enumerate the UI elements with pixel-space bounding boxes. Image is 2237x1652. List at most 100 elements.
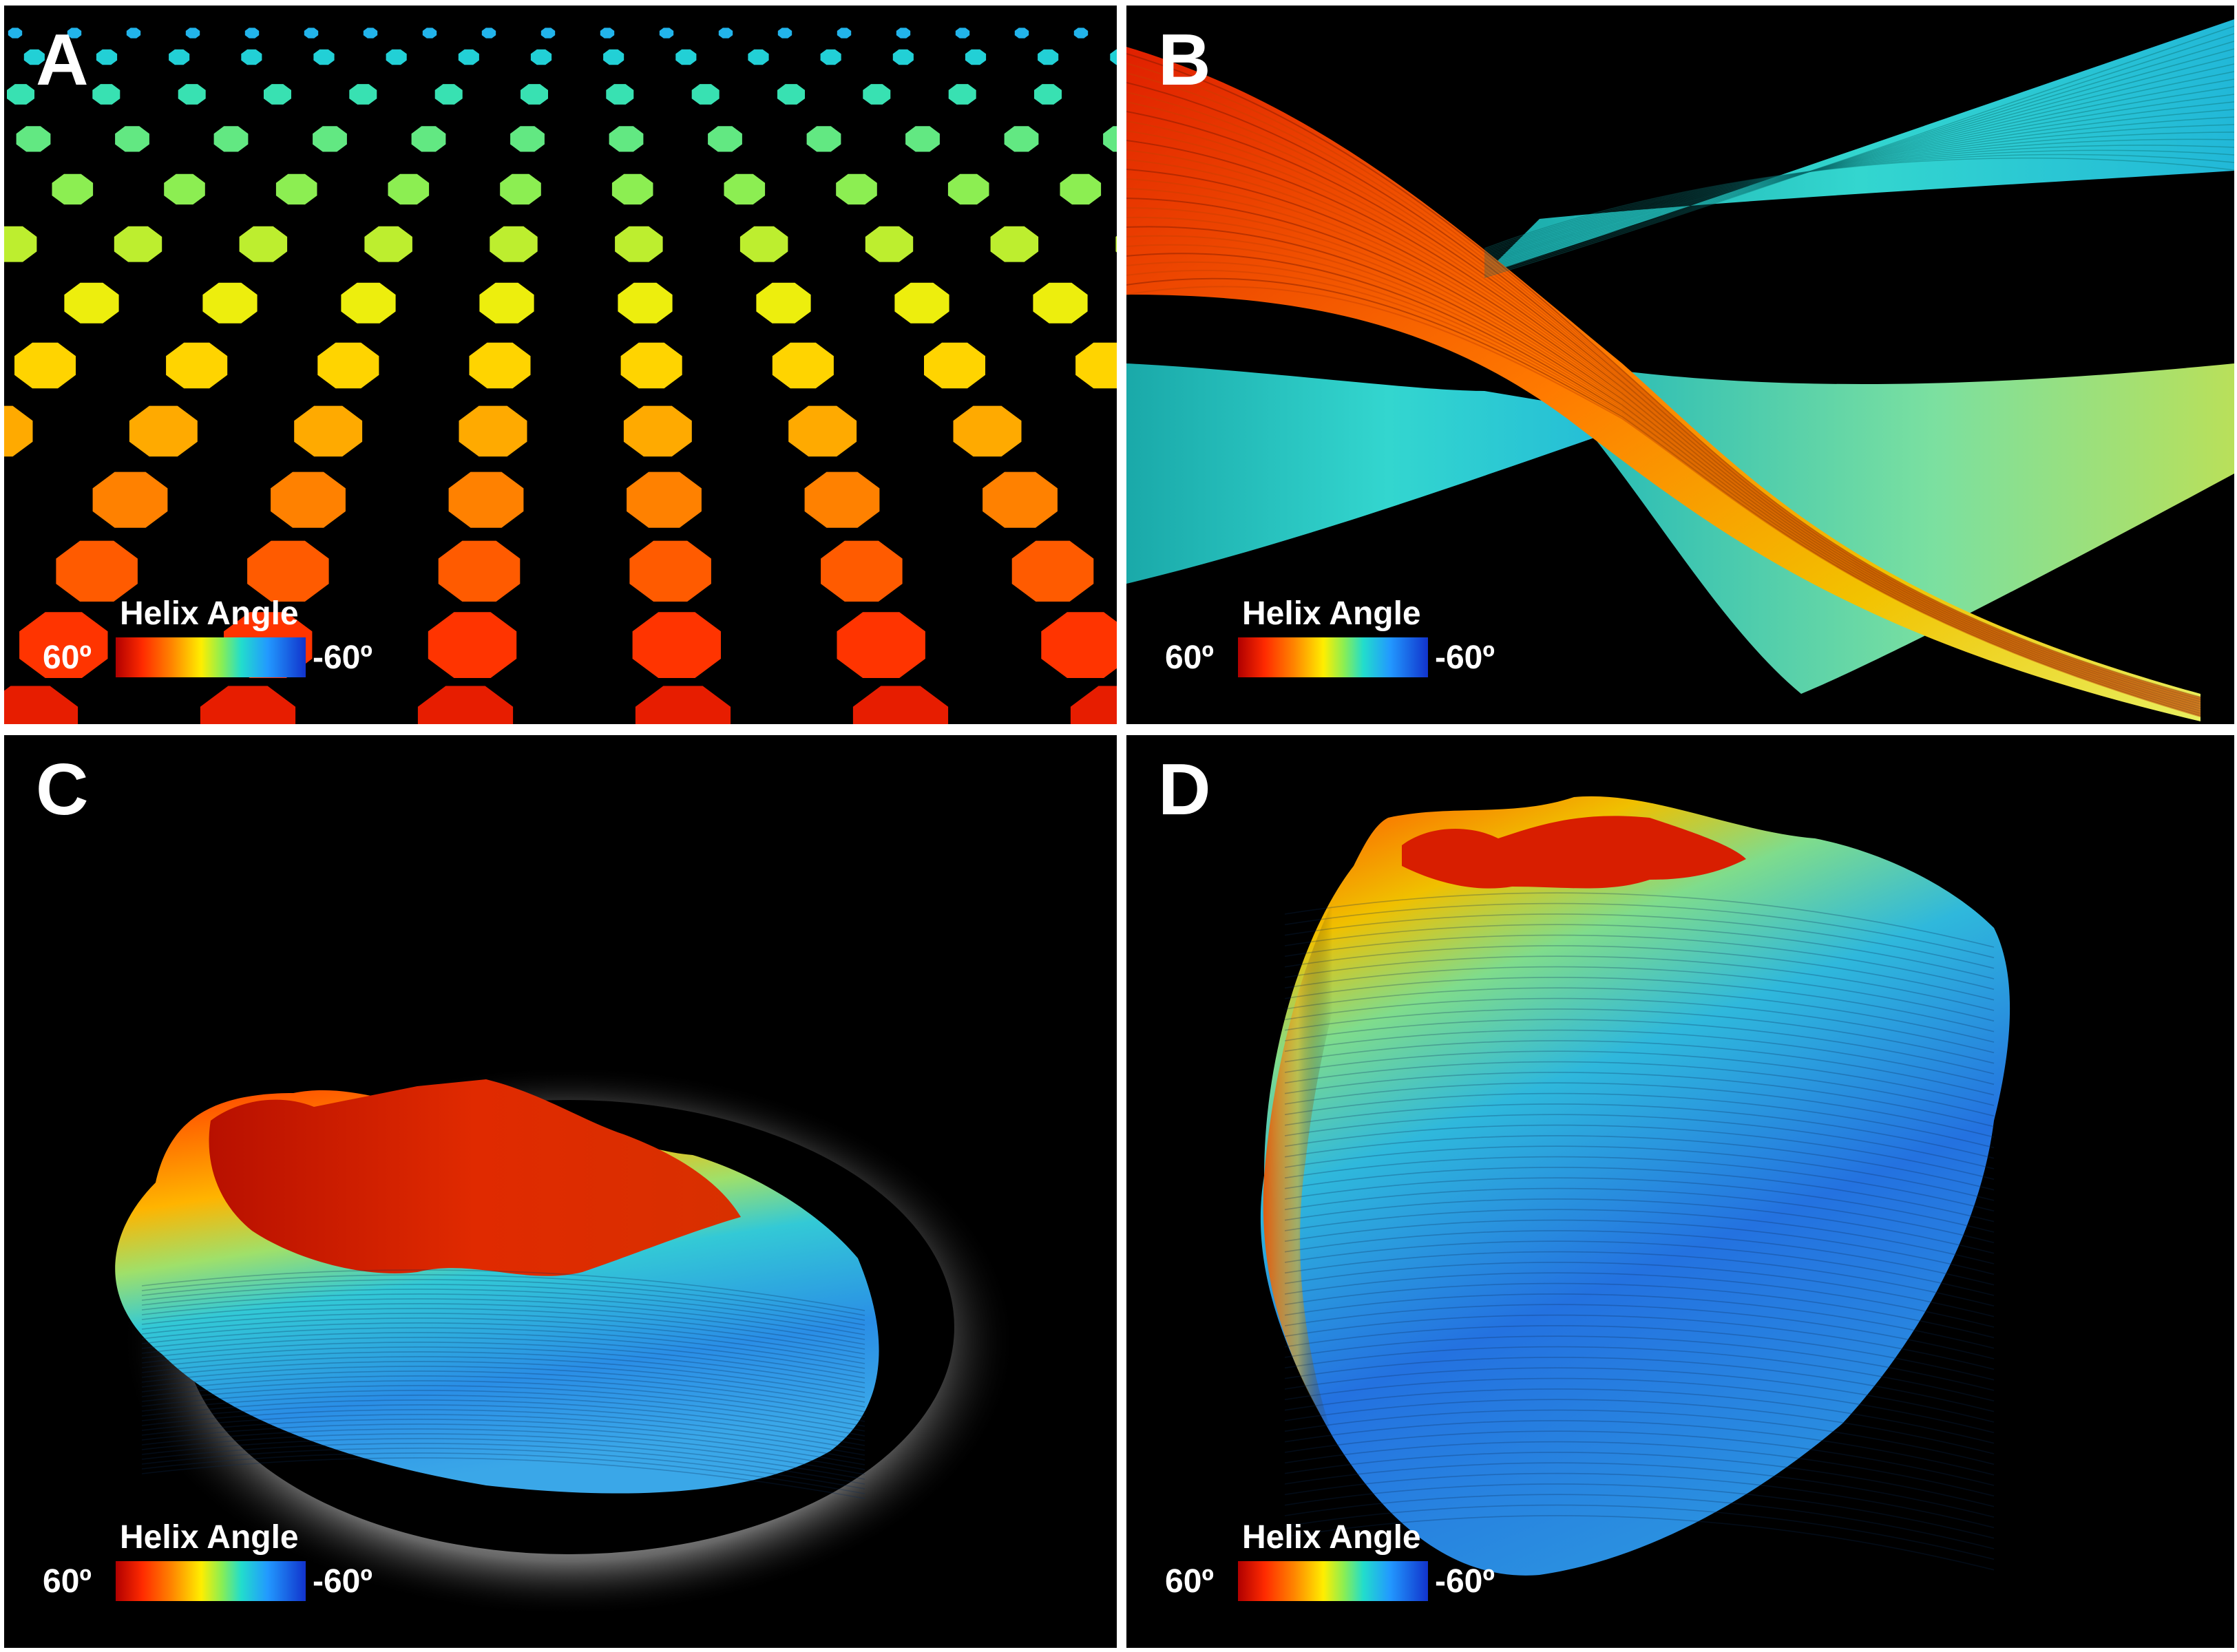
glyph xyxy=(837,28,852,39)
fiber-line xyxy=(1484,157,2234,249)
glyph xyxy=(953,405,1022,457)
fiber-line xyxy=(1284,1072,1995,1127)
fiber-line xyxy=(141,1303,865,1345)
fiber-line xyxy=(141,1298,865,1340)
fiber-line xyxy=(141,1409,865,1451)
fiber-line xyxy=(1484,78,2234,268)
glyph xyxy=(264,84,291,105)
glyph xyxy=(275,173,317,205)
fiber-line xyxy=(1284,1156,1995,1212)
fiber-line xyxy=(141,1313,865,1355)
green-lower-sheet xyxy=(1567,363,2234,694)
glyph xyxy=(434,84,463,105)
glyph xyxy=(481,28,496,39)
fiber-line xyxy=(141,1428,865,1470)
glyph xyxy=(1014,28,1029,39)
glyph xyxy=(718,28,733,39)
glyph xyxy=(428,612,517,678)
fiber-line xyxy=(1284,913,1995,969)
glyph xyxy=(96,49,118,65)
fiber-line xyxy=(1484,48,2234,274)
glyph xyxy=(659,28,674,39)
fiber-line xyxy=(141,1380,865,1422)
fiber-line xyxy=(1284,1494,1995,1549)
glyph xyxy=(92,84,120,105)
fiber-line xyxy=(1284,1399,1995,1454)
glyph xyxy=(1103,126,1117,152)
fiber-line xyxy=(141,1274,865,1316)
fiber-line xyxy=(1126,235,2201,713)
fiber-line xyxy=(1126,277,2201,717)
fiber-line xyxy=(141,1317,865,1359)
glyph xyxy=(313,126,347,152)
fiber-line xyxy=(1126,92,2201,701)
colorbar-min-label: 60º xyxy=(1165,1563,1214,1600)
glyph xyxy=(724,173,766,205)
panel-c: C Helix Angle 60º -60º xyxy=(4,735,1117,1648)
warm-twisted-band xyxy=(1126,47,2201,721)
glyph xyxy=(739,226,788,262)
glyph xyxy=(56,540,138,602)
fiber-line xyxy=(1284,1008,1995,1064)
fiber-line xyxy=(1484,56,2234,272)
colorbar-max-label: -60º xyxy=(1435,1563,1495,1600)
fiber-line xyxy=(141,1419,865,1461)
fiber-line xyxy=(1484,25,2234,278)
fiber-line xyxy=(1284,1050,1995,1106)
panel-label: D xyxy=(1158,749,1211,830)
glyph xyxy=(239,226,288,262)
glyph xyxy=(166,342,228,389)
fiber-line xyxy=(1284,902,1995,959)
fiber-line xyxy=(1284,987,1995,1043)
colorbar-title: Helix Angle xyxy=(1242,595,1421,632)
fiber-line xyxy=(1484,131,2234,257)
fiber-line xyxy=(1284,1430,1995,1486)
glyph xyxy=(7,84,34,105)
fiber-line xyxy=(1284,1198,1995,1254)
glyph xyxy=(16,126,51,152)
glyph xyxy=(521,84,548,105)
fiber-line xyxy=(1284,1040,1995,1096)
glyph xyxy=(777,28,792,39)
glyph xyxy=(806,126,841,152)
colorbar-gradient xyxy=(1238,637,1428,677)
fiber-line xyxy=(1484,86,2234,266)
glyph xyxy=(772,342,834,389)
fiber-line xyxy=(141,1452,865,1494)
glyph xyxy=(490,226,538,262)
colorbar-gradient xyxy=(1238,1561,1428,1601)
glyph xyxy=(675,49,697,65)
glyph xyxy=(500,173,541,205)
glyph xyxy=(313,49,335,65)
fiber-line xyxy=(1126,140,2201,706)
glyph xyxy=(1073,28,1089,39)
fiber-line xyxy=(1126,178,2201,708)
fiber-line xyxy=(1284,1145,1995,1201)
colorbar-gradient xyxy=(116,637,306,677)
glyph xyxy=(349,84,377,105)
glyph xyxy=(788,405,857,457)
fiber-line xyxy=(1126,120,2201,703)
fiber-line xyxy=(141,1293,865,1335)
glyph xyxy=(458,49,479,65)
glyph xyxy=(67,28,82,39)
glyph xyxy=(126,28,141,39)
colorbar-title: Helix Angle xyxy=(120,595,299,632)
glyph xyxy=(469,342,531,389)
fiber-line xyxy=(1126,261,2201,715)
fiber-line xyxy=(1126,130,2201,704)
glyph xyxy=(896,28,911,39)
fiber-line xyxy=(141,1423,865,1465)
colorbar-max-label: -60º xyxy=(313,1563,372,1600)
fiber-line xyxy=(1284,1462,1995,1518)
fiber-line xyxy=(141,1289,865,1331)
fiber-line xyxy=(141,1385,865,1427)
glyph xyxy=(388,173,430,205)
heart-inner-wall xyxy=(1402,816,1746,889)
fiber-line xyxy=(141,1370,865,1412)
fiber-line xyxy=(1284,1103,1995,1159)
cyan-upper-sheet xyxy=(1484,19,2234,274)
glyph xyxy=(271,472,346,528)
fiber-line xyxy=(1284,1167,1995,1222)
fiber-line xyxy=(1126,53,2201,698)
